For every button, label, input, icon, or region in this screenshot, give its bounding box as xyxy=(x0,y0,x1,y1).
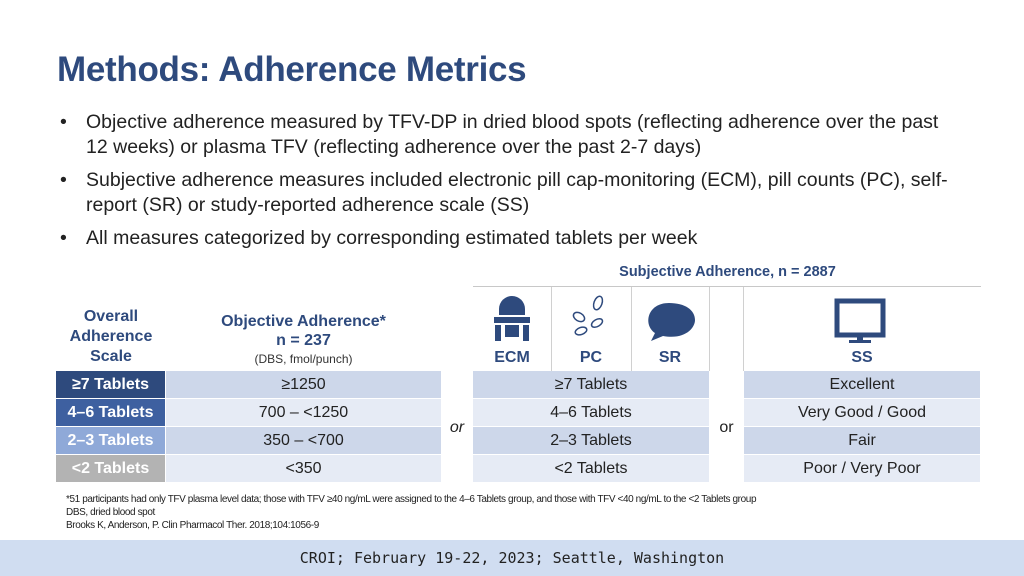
header-scale: Overall Adherence Scale xyxy=(69,308,153,365)
separator: or xyxy=(719,419,734,436)
table-cell: 350 – <700 xyxy=(166,427,441,454)
row-label: 4–6 Tablets xyxy=(56,399,165,426)
row-label: 2–3 Tablets xyxy=(56,427,165,454)
objective-units: (DBS, fmol/punch) xyxy=(254,352,353,366)
objective-title: Objective Adherence* xyxy=(221,313,386,330)
table-cell: Excellent xyxy=(744,371,980,398)
divider xyxy=(631,287,632,371)
rule xyxy=(473,286,981,287)
footnote: Brooks K, Anderson, P. Clin Pharmacol Th… xyxy=(66,520,319,531)
icons xyxy=(494,295,886,343)
divider xyxy=(551,287,552,371)
row-label: <2 Tablets xyxy=(56,455,165,482)
table-cell: 2–3 Tablets xyxy=(473,427,709,454)
objective-n: n = 237 xyxy=(276,332,331,349)
footer: CROI; February 19-22, 2023; Seattle, Was… xyxy=(0,540,1024,576)
divider xyxy=(709,287,710,371)
bullet: All measures categorized by correspondin… xyxy=(58,226,958,251)
table-cell: <2 Tablets xyxy=(473,455,709,482)
bullet-list: Objective adherence measured by TFV-DP i… xyxy=(58,110,958,259)
table-cell: 4–6 Tablets xyxy=(473,399,709,426)
header-ecm: ECM xyxy=(494,349,530,366)
table-cell: ≥7 Tablets xyxy=(473,371,709,398)
table-cell: 700 – <1250 xyxy=(166,399,441,426)
table-cell: Fair xyxy=(744,427,980,454)
footnote: DBS, dried blood spot xyxy=(66,507,155,518)
slide-title: Methods: Adherence Metrics xyxy=(57,50,527,89)
separator: or xyxy=(449,419,465,436)
table-cell: ≥1250 xyxy=(166,371,441,398)
ecm-icon xyxy=(494,296,530,341)
pc-icon xyxy=(572,295,604,336)
footnote: *51 participants had only TFV plasma lev… xyxy=(66,494,757,505)
header-pc: PC xyxy=(579,349,603,366)
table-cell: Very Good / Good xyxy=(744,399,980,426)
group-header: Subjective Adherence, n = 2887 xyxy=(619,264,836,280)
row-label: ≥7 Tablets xyxy=(56,371,165,398)
divider xyxy=(743,287,744,371)
table-cell: <350 xyxy=(166,455,441,482)
header-sr: SR xyxy=(658,349,682,366)
header-ss: SS xyxy=(851,349,873,366)
table-cell: Poor / Very Poor xyxy=(744,455,980,482)
ss-icon xyxy=(834,298,886,343)
bullet: Subjective adherence measures included e… xyxy=(58,168,958,218)
bullet: Objective adherence measured by TFV-DP i… xyxy=(58,110,958,160)
sr-icon xyxy=(648,303,695,341)
header-objective: Objective Adherence* n = 237 (DBS, fmol/… xyxy=(166,312,441,369)
